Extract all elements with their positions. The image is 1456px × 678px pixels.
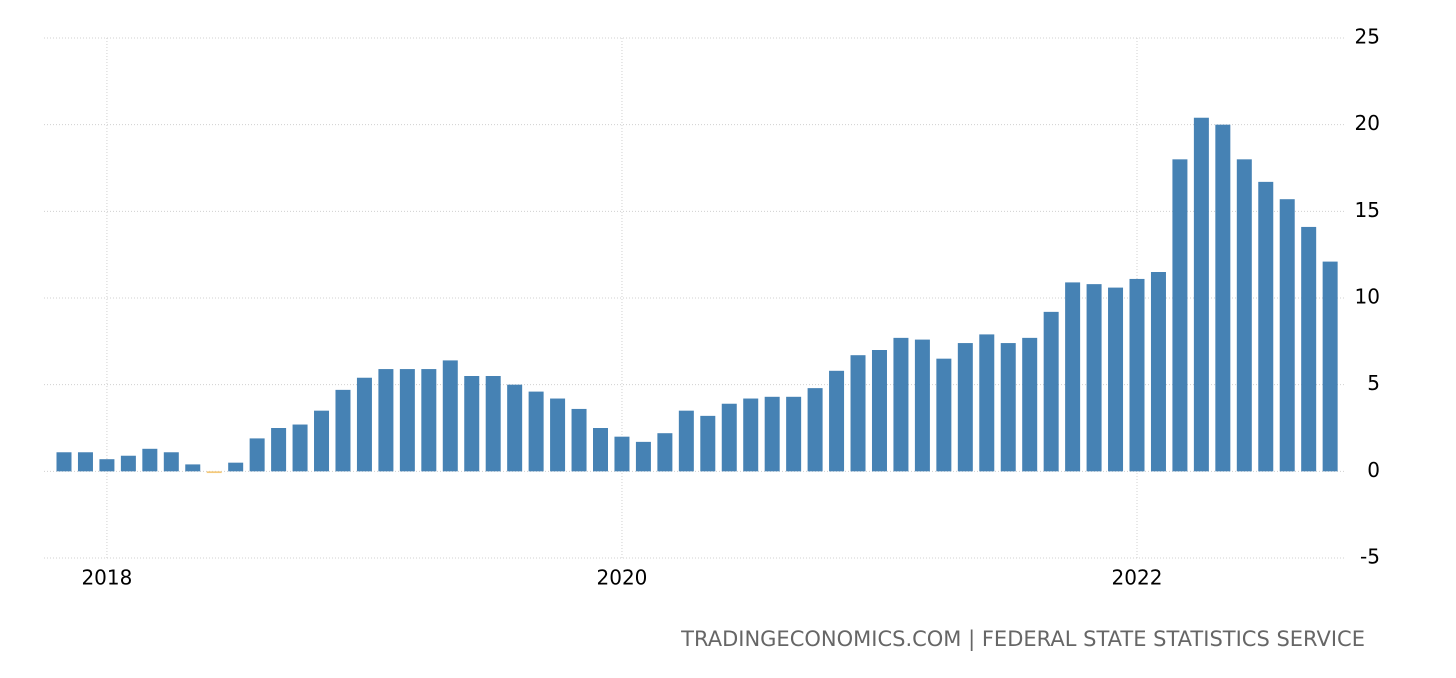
bar xyxy=(1172,159,1188,472)
bar xyxy=(850,355,866,472)
bar xyxy=(314,410,330,472)
bar xyxy=(56,452,72,472)
bar xyxy=(1301,226,1317,472)
bar xyxy=(593,428,608,472)
bar xyxy=(871,350,887,472)
bar xyxy=(1193,117,1209,472)
y-tick-label: -5 xyxy=(1360,545,1380,569)
bar xyxy=(528,391,544,472)
y-tick-label: 0 xyxy=(1367,458,1380,482)
bar xyxy=(829,370,845,472)
bar xyxy=(292,424,308,472)
bar xyxy=(335,389,351,472)
bar xyxy=(1279,199,1295,472)
bar xyxy=(142,448,158,472)
bar xyxy=(206,471,222,474)
bar xyxy=(1236,159,1252,472)
bar xyxy=(893,337,909,472)
bar xyxy=(957,343,973,472)
bar xyxy=(657,433,673,472)
bar xyxy=(378,369,394,472)
bar xyxy=(442,360,458,472)
bar xyxy=(163,452,179,472)
y-tick-label: 15 xyxy=(1355,198,1380,222)
y-tick-label: 20 xyxy=(1355,111,1380,135)
bar xyxy=(743,398,759,472)
bar xyxy=(614,436,630,472)
x-tick-label: 2022 xyxy=(1112,566,1163,590)
bar xyxy=(807,388,823,472)
bar xyxy=(1086,284,1102,472)
bar xyxy=(399,369,415,472)
bar xyxy=(1258,181,1274,472)
bar xyxy=(786,396,802,472)
y-tick-label: 10 xyxy=(1355,285,1380,309)
bar xyxy=(485,376,501,472)
bar xyxy=(1129,278,1145,472)
bar xyxy=(185,464,201,472)
bar xyxy=(507,384,523,472)
bar xyxy=(356,377,372,472)
bar xyxy=(1108,287,1124,472)
bar xyxy=(678,410,694,472)
bar xyxy=(1000,343,1016,472)
bar xyxy=(1043,311,1059,472)
bar xyxy=(721,403,737,472)
bar xyxy=(271,428,287,472)
bar xyxy=(571,408,587,472)
bar xyxy=(550,398,566,472)
bar xyxy=(1022,337,1038,472)
x-tick-label: 2020 xyxy=(597,566,648,590)
bar xyxy=(979,334,995,472)
bar xyxy=(1215,124,1231,472)
source: TRADINGECONOMICS.COM | FEDERAL STATE STA… xyxy=(680,627,1365,652)
bar xyxy=(700,415,716,472)
bar xyxy=(635,441,651,472)
bar xyxy=(464,376,480,472)
bar xyxy=(936,358,952,472)
bar xyxy=(249,438,265,472)
x-tick-label: 2018 xyxy=(81,566,132,590)
bar xyxy=(228,462,244,472)
y-tick-label: 5 xyxy=(1367,371,1380,395)
bar xyxy=(1150,272,1166,472)
bar xyxy=(77,452,93,472)
bar xyxy=(421,369,437,472)
bar xyxy=(120,455,136,472)
bar xyxy=(764,396,780,472)
bar xyxy=(99,459,115,472)
bar xyxy=(1065,282,1081,472)
y-tick-label: 25 xyxy=(1355,25,1380,49)
bar xyxy=(914,339,930,472)
bar xyxy=(1322,261,1338,472)
